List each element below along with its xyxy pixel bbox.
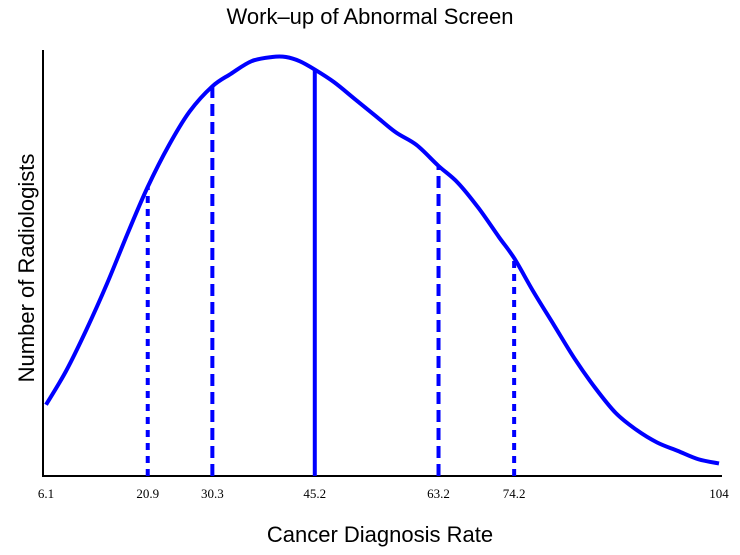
- density-curve: [44, 54, 720, 466]
- chart-title: Work–up of Abnormal Screen: [226, 4, 514, 29]
- x-tick-label: 63.2: [427, 486, 450, 501]
- x-tick-label: 6.1: [38, 486, 54, 501]
- x-axis-label: Cancer Diagnosis Rate: [266, 522, 494, 547]
- x-tick-label: 104: [709, 486, 729, 501]
- reference-lines: [145, 69, 517, 476]
- x-tick-label: 74.2: [503, 486, 526, 501]
- x-tick-label: 20.9: [136, 486, 159, 501]
- x-tick-label: 45.2: [303, 486, 326, 501]
- x-tick-labels: 6.1 20.9 30.3 45.2 63.2 74.2 104: [38, 486, 729, 501]
- series-line: [44, 54, 720, 466]
- y-axis-label: Number of Radiologists: [14, 153, 39, 383]
- x-tick-label: 30.3: [201, 486, 224, 501]
